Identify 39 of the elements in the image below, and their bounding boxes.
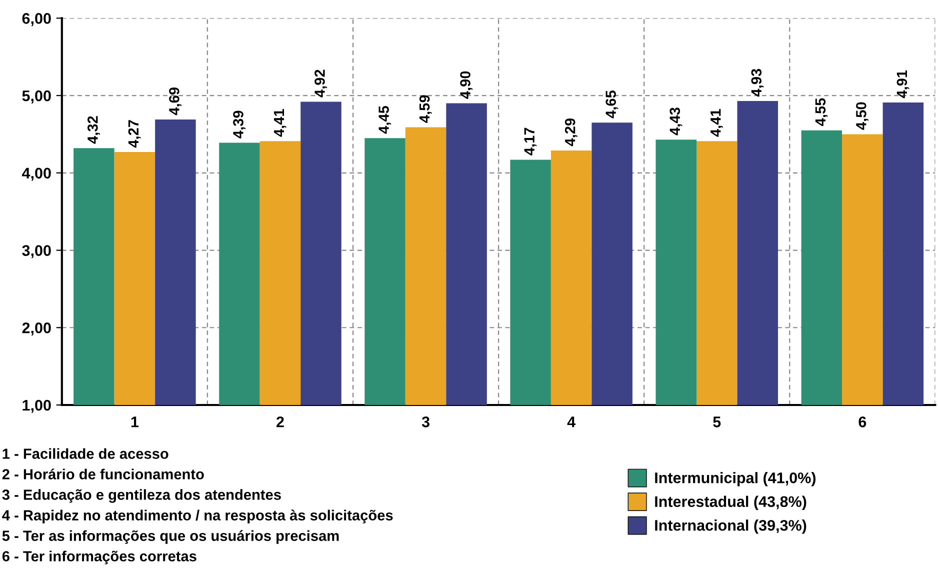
y-tick-label: 6,00 xyxy=(22,13,51,26)
data-label: 4,39 xyxy=(233,110,246,138)
text: 4 - Rapidez no atendimento / na resposta às solicitações xyxy=(2,510,393,524)
y-tick-label: 2,00 xyxy=(22,322,51,336)
legend-label: Interestadual (43,8%) xyxy=(655,496,806,510)
y-tick-label: 5,00 xyxy=(22,90,51,104)
x-tick-label: 6 xyxy=(858,416,866,428)
y-tick-label: 1,00 xyxy=(22,400,51,413)
legend-label: Intermunicipal (41,0%) xyxy=(655,472,816,486)
data-label: 4,41 xyxy=(710,109,723,137)
data-label: 4,17 xyxy=(524,128,537,156)
data-label: 4,59 xyxy=(419,95,432,123)
text: 6 - Ter informações corretas xyxy=(2,550,196,564)
x-tick-label: 4 xyxy=(567,416,576,428)
text: 1 - Facilidade de acesso xyxy=(2,448,168,459)
legend-label: Internacional (39,3%) xyxy=(655,520,806,534)
data-label: 4,45 xyxy=(378,106,392,134)
text: 3 - Educação e gentileza dos atendentes xyxy=(2,489,281,503)
x-tick-label: 2 xyxy=(276,416,284,428)
data-label: 4,93 xyxy=(751,68,764,97)
y-tick-label: 3,00 xyxy=(22,245,51,258)
data-label: 4,50 xyxy=(856,102,868,130)
data-label: 4,43 xyxy=(670,108,682,136)
data-label: 4,90 xyxy=(460,71,473,99)
y-tick-label: 4,00 xyxy=(22,168,51,181)
x-tick-label: 1 xyxy=(131,416,139,428)
data-label: 4,92 xyxy=(314,70,328,98)
data-label: 4,41 xyxy=(274,109,286,137)
data-label: 4,65 xyxy=(606,90,618,118)
text: 2 - Horário de funcionamento xyxy=(2,468,204,480)
x-tick-label: 5 xyxy=(713,416,721,428)
data-label: 4,27 xyxy=(128,120,141,148)
data-label: 4,29 xyxy=(564,118,578,146)
data-label: 4,91 xyxy=(896,70,910,98)
data-label: 4,55 xyxy=(815,98,828,126)
x-tick-label: 3 xyxy=(422,416,430,428)
data-label: 4,32 xyxy=(88,116,100,144)
data-label: 4,69 xyxy=(169,88,182,116)
text: 5 - Ter as informações que os usuários precisam xyxy=(2,530,339,544)
